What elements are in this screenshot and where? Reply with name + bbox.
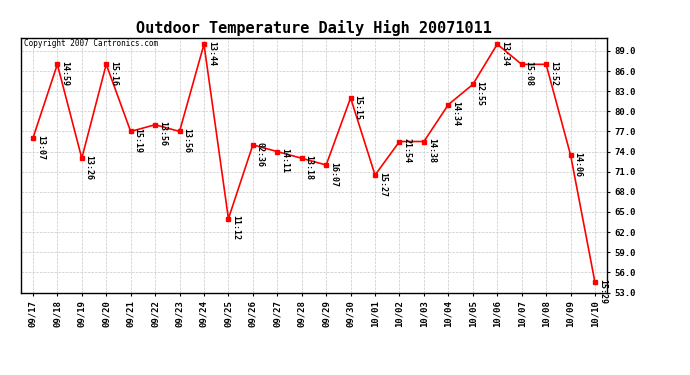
Text: 13:44: 13:44 — [207, 41, 216, 66]
Text: 11:12: 11:12 — [231, 215, 240, 240]
Text: 14:06: 14:06 — [573, 152, 582, 177]
Text: 15:29: 15:29 — [598, 279, 607, 304]
Text: 15:16: 15:16 — [109, 61, 118, 86]
Title: Outdoor Temperature Daily High 20071011: Outdoor Temperature Daily High 20071011 — [136, 20, 492, 36]
Text: 02:36: 02:36 — [256, 141, 265, 166]
Text: 13:56: 13:56 — [182, 128, 192, 153]
Text: 13:07: 13:07 — [36, 135, 45, 160]
Text: 14:11: 14:11 — [280, 148, 289, 173]
Text: Copyright 2007 Cartronics.com: Copyright 2007 Cartronics.com — [23, 39, 158, 48]
Text: 12:55: 12:55 — [475, 81, 485, 106]
Text: 15:15: 15:15 — [353, 94, 362, 120]
Text: 13:26: 13:26 — [85, 155, 94, 180]
Text: 15:08: 15:08 — [524, 61, 533, 86]
Text: 21:54: 21:54 — [402, 138, 411, 163]
Text: 15:19: 15:19 — [134, 128, 143, 153]
Text: 15:27: 15:27 — [378, 172, 387, 197]
Text: 16:07: 16:07 — [329, 162, 338, 187]
Text: 13:52: 13:52 — [549, 61, 558, 86]
Text: 14:34: 14:34 — [451, 101, 460, 126]
Text: 13:34: 13:34 — [500, 41, 509, 66]
Text: 14:38: 14:38 — [427, 138, 436, 163]
Text: 14:59: 14:59 — [60, 61, 69, 86]
Text: 13:56: 13:56 — [158, 122, 167, 146]
Text: 13:18: 13:18 — [305, 155, 314, 180]
